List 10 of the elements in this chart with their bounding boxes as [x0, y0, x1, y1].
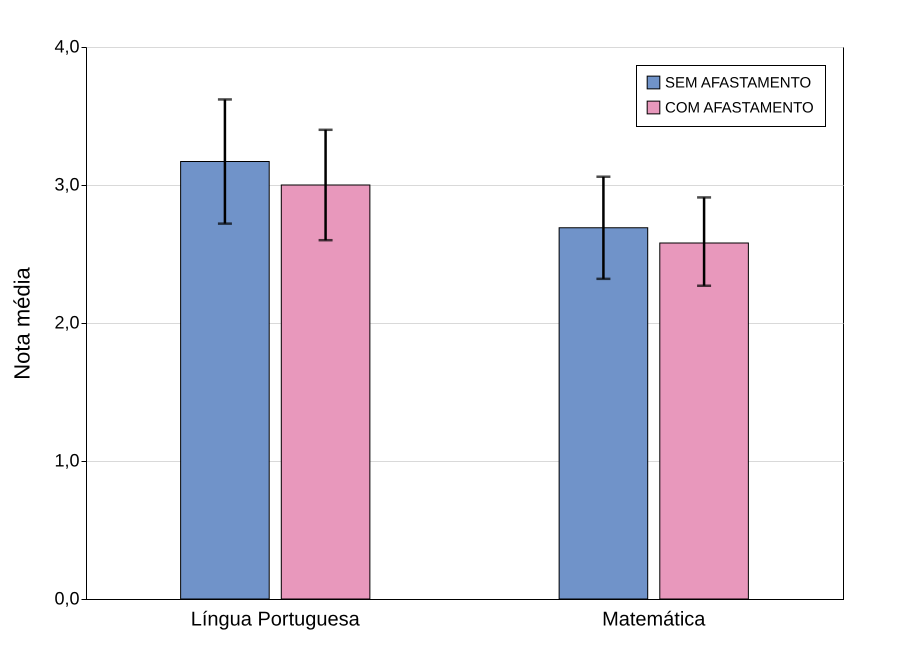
- y-tick-label: 1,0: [54, 450, 80, 470]
- legend-label: SEM AFASTAMENTO: [665, 74, 812, 92]
- y-axis-title: Nota média: [9, 266, 34, 380]
- x-tick-label: Matemática: [602, 608, 706, 630]
- y-tick-label: 3,0: [54, 174, 80, 194]
- y-tick-label: 0,0: [54, 588, 80, 608]
- y-tick-label: 2,0: [54, 312, 80, 332]
- x-tick-label: Língua Portuguesa: [190, 608, 361, 630]
- legend-label: COM AFASTAMENTO: [665, 100, 814, 116]
- y-tick-label: 4,0: [54, 36, 80, 56]
